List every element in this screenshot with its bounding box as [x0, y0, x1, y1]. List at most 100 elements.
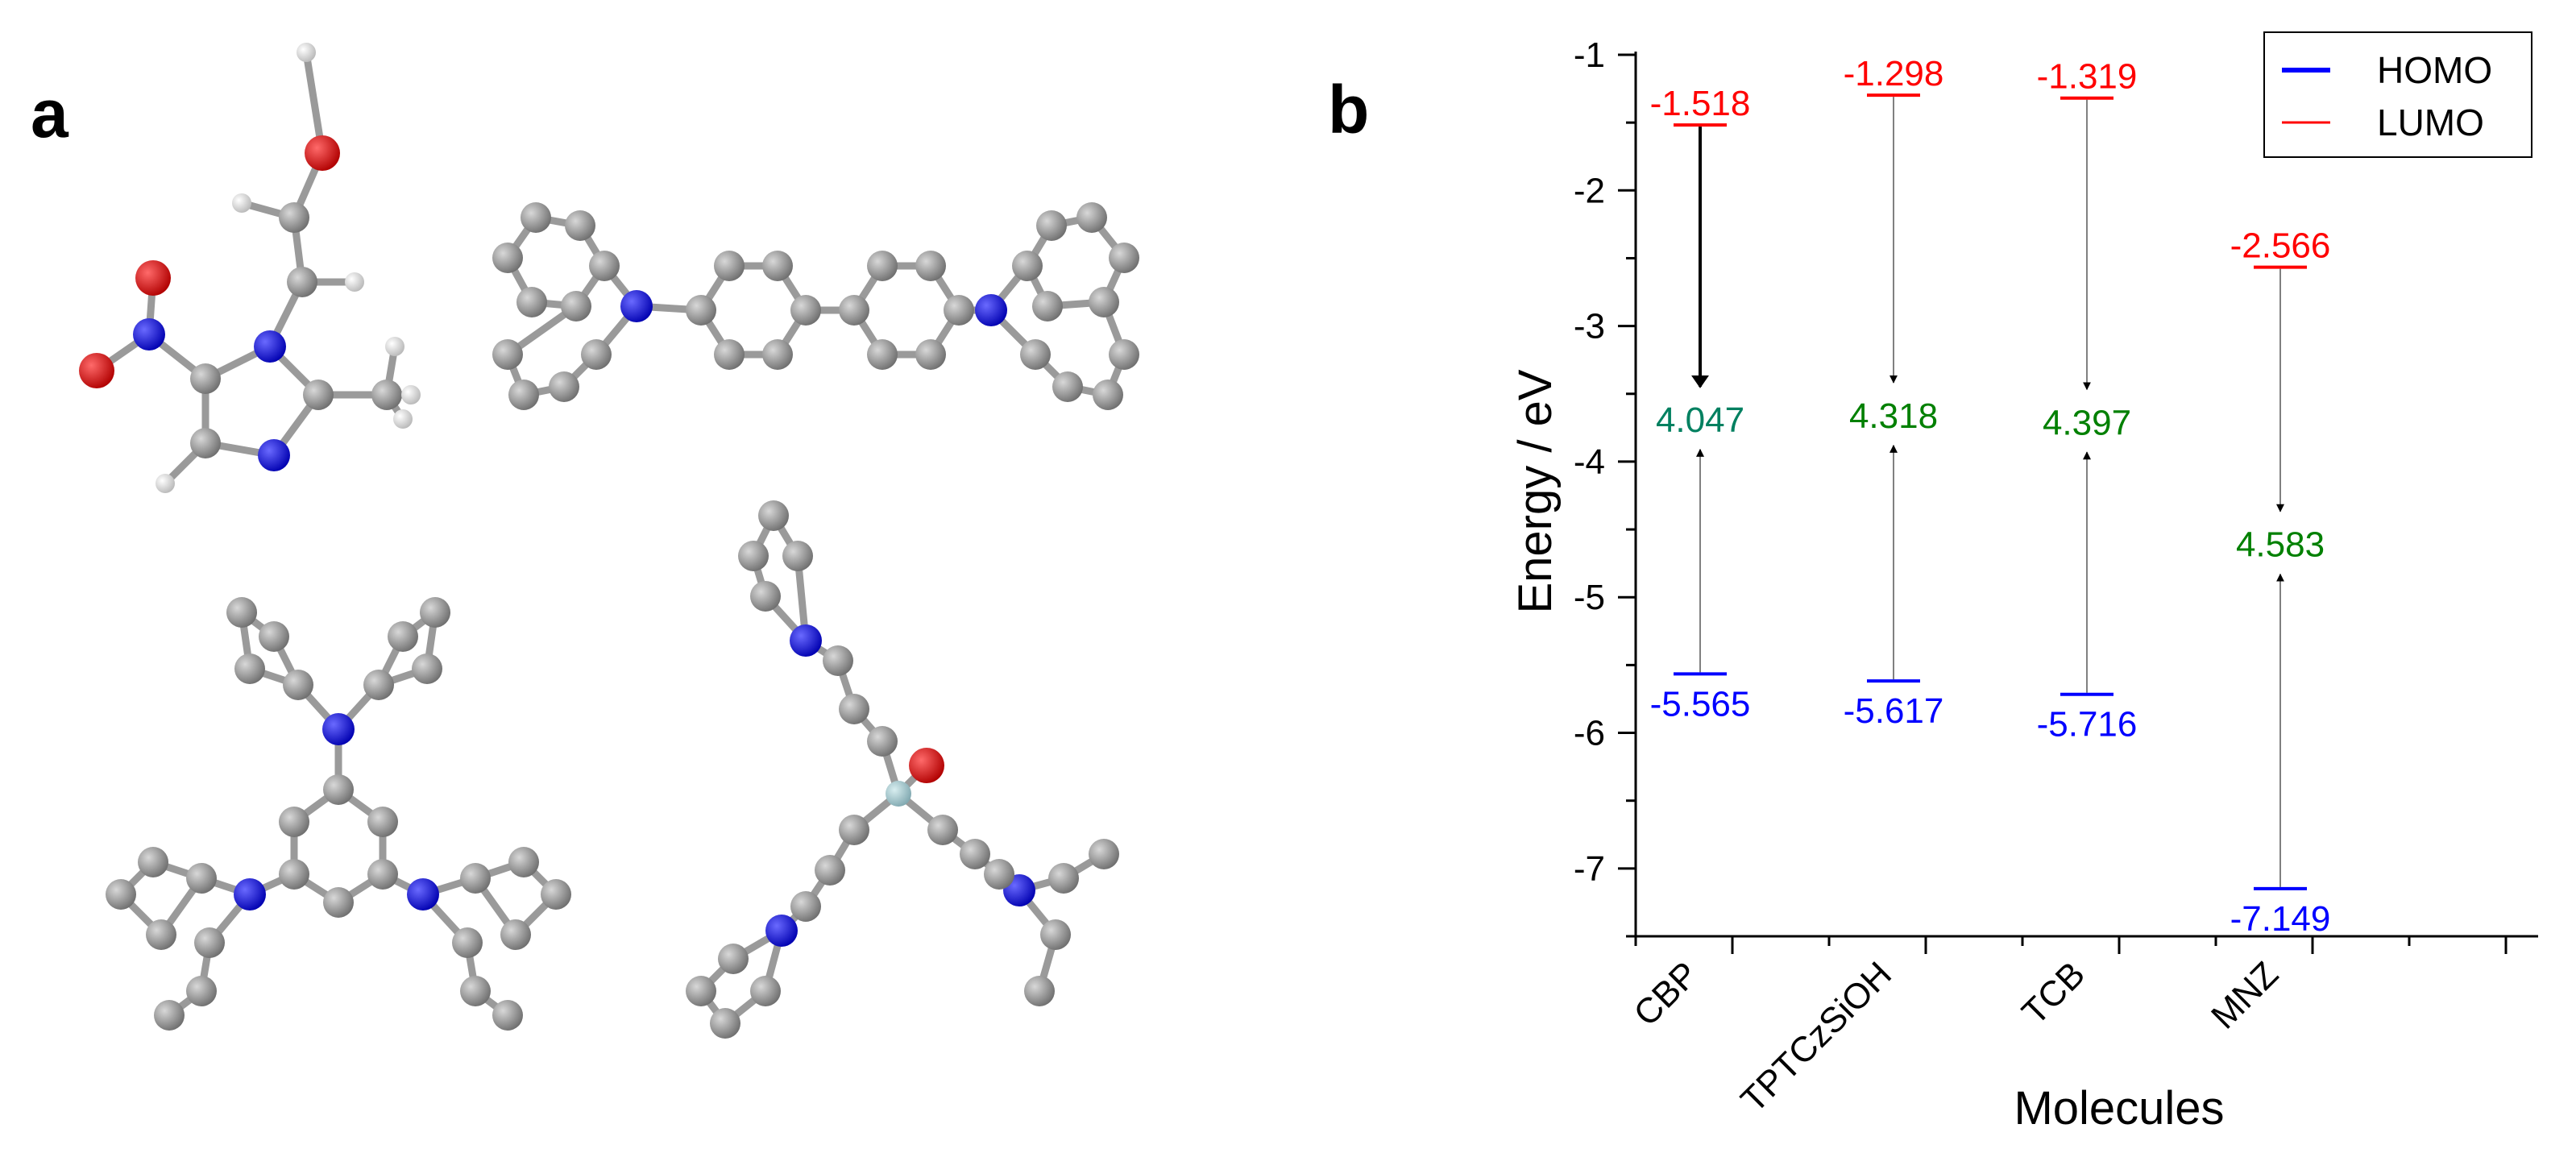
atom-c [367, 859, 398, 890]
atom-c [867, 251, 898, 281]
atom-c [508, 847, 539, 877]
y-tick-label: -2 [1574, 171, 1605, 210]
atom-c [710, 1008, 740, 1039]
atom-c [839, 295, 869, 326]
molecule-structures [79, 43, 1139, 1039]
atom-c [762, 251, 793, 281]
atom-n [258, 439, 290, 471]
mol-tptczsioh [686, 500, 1119, 1039]
atom-n [790, 624, 822, 657]
atom-c [1012, 251, 1043, 281]
atom-c [758, 500, 789, 531]
atom-c [259, 621, 289, 652]
atom-n [765, 915, 798, 947]
atom-c [927, 815, 958, 845]
atom-c [492, 243, 523, 273]
atom-n [254, 330, 286, 363]
atom-c [750, 581, 781, 612]
atom-c [154, 1000, 185, 1031]
atom-c [1052, 371, 1083, 402]
atom-c [1109, 243, 1139, 273]
atom-c [138, 847, 168, 877]
mol-tcb [106, 597, 571, 1031]
atom-n [322, 713, 355, 745]
panel-a: a [31, 43, 1139, 1039]
atom-o [909, 748, 944, 783]
atom-c [1036, 210, 1067, 241]
atom-c [287, 267, 317, 297]
atom-c [106, 879, 136, 910]
y-tick-label: -4 [1574, 442, 1605, 482]
atom-o [79, 353, 114, 388]
atom-c [839, 815, 869, 845]
atom-c [549, 371, 579, 402]
homo-value-label: -5.716 [2037, 705, 2138, 745]
atom-c [508, 380, 539, 410]
legend-label-lumo: LUMO [2377, 102, 2484, 143]
atom-c [371, 380, 402, 410]
atom-n [407, 878, 439, 910]
atom-c [500, 919, 531, 950]
atom-si [886, 781, 911, 807]
atom-c [839, 694, 869, 724]
y-axis-title: Energy / eV [1509, 369, 1562, 613]
atom-c [521, 202, 551, 233]
legend: HOMO LUMO [2263, 31, 2532, 158]
atom-c [944, 295, 974, 326]
atom-c [541, 879, 571, 910]
atom-c [790, 891, 821, 922]
atom-c [714, 251, 745, 281]
atom-c [790, 295, 821, 326]
lumo-value-label: -1.298 [1844, 54, 1944, 93]
atom-c [1109, 339, 1139, 370]
atom-c [1076, 202, 1107, 233]
atom-c [279, 202, 309, 233]
atom-h [385, 337, 404, 356]
atom-c [782, 541, 813, 571]
y-tick-label: -1 [1574, 35, 1605, 75]
atom-n [234, 878, 266, 910]
atom-c [190, 363, 221, 394]
y-tick-label: -7 [1574, 849, 1605, 889]
homo-value-label: -5.617 [1844, 691, 1944, 731]
mol-cbp [492, 202, 1139, 410]
atom-c [1093, 380, 1123, 410]
atom-c [412, 653, 442, 684]
transition-arrows [1691, 97, 2284, 887]
gap-value-label: 4.318 [1849, 396, 1938, 436]
atom-c [492, 339, 523, 370]
atom-c [867, 726, 898, 757]
atom-c [1020, 339, 1051, 370]
y-tick-label: -3 [1574, 307, 1605, 346]
atom-c [460, 863, 491, 894]
atom-c [234, 653, 265, 684]
atom-c [194, 927, 225, 958]
atom-c [146, 919, 176, 950]
atom-c [323, 887, 354, 918]
atom-c [1032, 291, 1063, 321]
atom-n [620, 290, 653, 322]
atom-c [686, 295, 716, 326]
lumo-value-label: -1.319 [2037, 57, 2138, 97]
homo-value-label: -5.565 [1650, 684, 1751, 724]
atom-c [388, 621, 418, 652]
atom-c [279, 807, 309, 837]
atom-c [303, 380, 334, 410]
atom-c [1048, 863, 1079, 894]
atom-c [915, 339, 946, 370]
atom-c [714, 339, 745, 370]
energy-levels [1674, 93, 2307, 890]
atom-c [960, 839, 990, 869]
atom-n [133, 318, 165, 351]
mol-mnz [79, 43, 421, 493]
atom-c [686, 976, 716, 1006]
atom-c [516, 287, 547, 317]
atom-c [1089, 287, 1119, 317]
legend-box [2263, 31, 2532, 158]
atom-c [718, 944, 749, 974]
atom-c [915, 251, 946, 281]
atom-c [581, 339, 612, 370]
atom-h [401, 385, 421, 404]
atom-h [393, 409, 413, 429]
